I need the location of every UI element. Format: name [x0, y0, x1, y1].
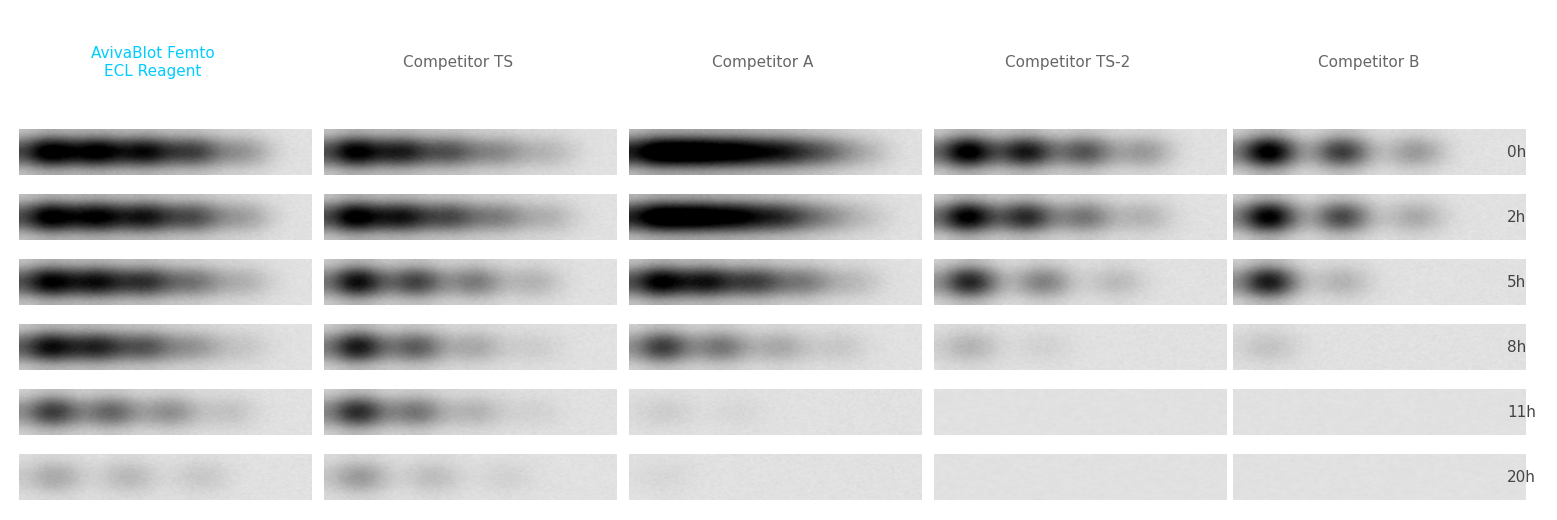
Text: Competitor B: Competitor B	[1317, 55, 1420, 70]
Text: 8h: 8h	[1507, 340, 1526, 355]
Text: Competitor A: Competitor A	[712, 55, 814, 70]
Text: Competitor TS-2: Competitor TS-2	[1006, 55, 1130, 70]
Text: 11h: 11h	[1507, 405, 1537, 420]
Text: AvivaBlot Femto
ECL Reagent: AvivaBlot Femto ECL Reagent	[90, 46, 215, 79]
Text: 20h: 20h	[1507, 470, 1537, 485]
Text: Competitor TS: Competitor TS	[403, 55, 512, 70]
Text: 0h: 0h	[1507, 145, 1526, 160]
Text: 2h: 2h	[1507, 210, 1526, 225]
Text: 5h: 5h	[1507, 275, 1526, 290]
